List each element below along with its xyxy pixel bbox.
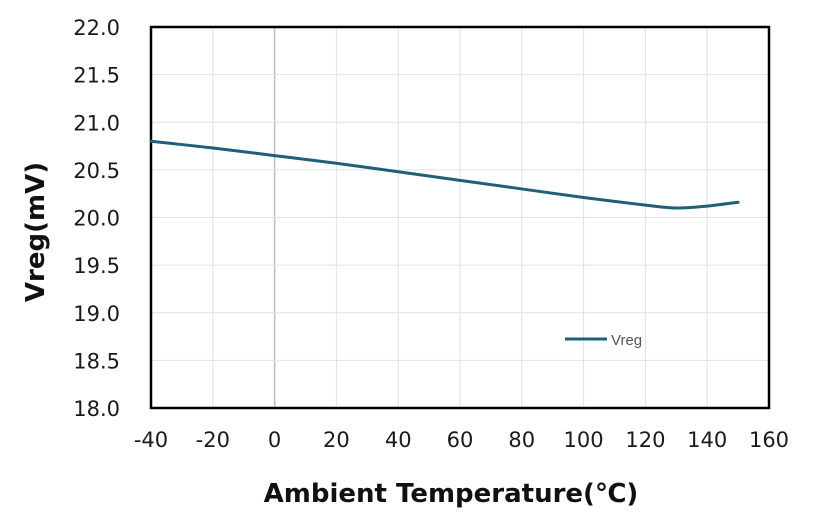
x-tick-label: 60 [447, 428, 474, 452]
plot-area-frame [149, 25, 771, 410]
x-axis-tick-labels: -40 -20 0 20 40 60 80 100 120 140 160 [134, 428, 789, 452]
y-tick-label: 20.5 [73, 159, 120, 183]
y-tick-label: 20.0 [73, 207, 120, 231]
series-line-vreg [149, 139, 740, 210]
y-tick-label: 18.5 [73, 349, 120, 373]
legend-label-vreg: Vreg [611, 332, 642, 349]
y-axis-tick-labels: 18.0 18.5 19.0 19.5 20.0 20.5 21.0 21.5 22.0 [73, 16, 120, 421]
x-tick-label: 20 [323, 428, 350, 452]
x-tick-label: 80 [508, 428, 535, 452]
y-tick-label: 21.5 [73, 64, 120, 88]
y-axis-title: Vreg(mV) [21, 162, 51, 302]
series-layer [149, 139, 740, 210]
x-tick-label: -40 [134, 428, 168, 452]
x-tick-label: 40 [385, 428, 412, 452]
x-tick-label: 0 [268, 428, 281, 452]
x-tick-label: 140 [687, 428, 727, 452]
x-tick-label: -20 [196, 428, 230, 452]
x-tick-label: 120 [625, 428, 665, 452]
y-tick-label: 21.0 [73, 111, 120, 135]
x-tick-label: 160 [749, 428, 789, 452]
y-tick-label: 19.0 [73, 302, 120, 326]
legend: Vreg [565, 332, 642, 349]
x-tick-label: 100 [564, 428, 604, 452]
y-tick-label: 19.5 [73, 254, 120, 278]
x-axis-title: Ambient Temperature(℃) [264, 479, 639, 509]
y-tick-label: 18.0 [73, 397, 120, 421]
y-tick-label: 22.0 [73, 16, 120, 40]
